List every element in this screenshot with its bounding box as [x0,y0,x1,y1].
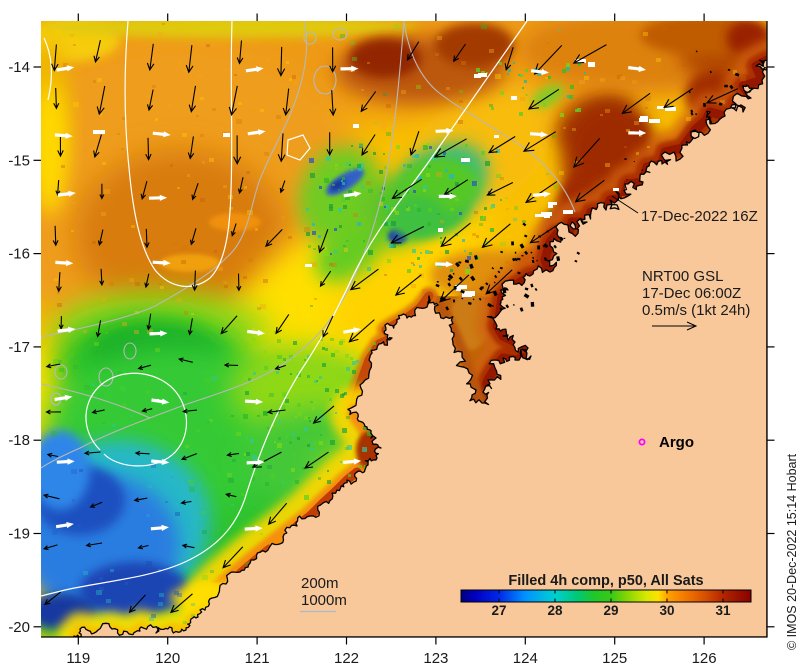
svg-text:© IMOS 20-Dec-2022 15:14 Hobar: © IMOS 20-Dec-2022 15:14 Hobart [785,453,799,650]
svg-text:-16: -16 [8,246,30,263]
svg-text:122: 122 [334,650,359,667]
svg-text:1000m: 1000m [301,592,347,609]
svg-text:30: 30 [659,603,674,618]
svg-text:126: 126 [692,650,717,667]
svg-text:200m: 200m [301,575,339,592]
svg-text:-20: -20 [8,619,30,636]
svg-text:Filled 4h comp, p50, All Sats: Filled 4h comp, p50, All Sats [508,573,703,589]
svg-text:-14: -14 [8,59,30,76]
svg-text:120: 120 [155,650,180,667]
svg-text:28: 28 [547,603,563,618]
svg-text:119: 119 [66,650,90,667]
svg-text:17-Dec 06:00Z: 17-Dec 06:00Z [642,285,741,302]
svg-text:123: 123 [423,650,448,667]
svg-text:0.5m/s (1kt 24h): 0.5m/s (1kt 24h) [642,302,750,319]
svg-text:17-Dec-2022 16Z: 17-Dec-2022 16Z [641,208,758,225]
svg-text:-19: -19 [8,526,30,543]
svg-text:121: 121 [245,650,270,667]
svg-text:-18: -18 [8,432,30,449]
svg-text:29: 29 [603,603,618,618]
svg-text:124: 124 [513,650,538,667]
svg-text:125: 125 [602,650,627,667]
svg-text:Argo: Argo [659,434,694,451]
svg-text:31: 31 [715,603,731,618]
svg-text:-15: -15 [8,152,30,169]
svg-text:NRT00 GSL: NRT00 GSL [642,268,723,285]
svg-text:27: 27 [491,603,506,618]
svg-text:-17: -17 [8,339,30,356]
